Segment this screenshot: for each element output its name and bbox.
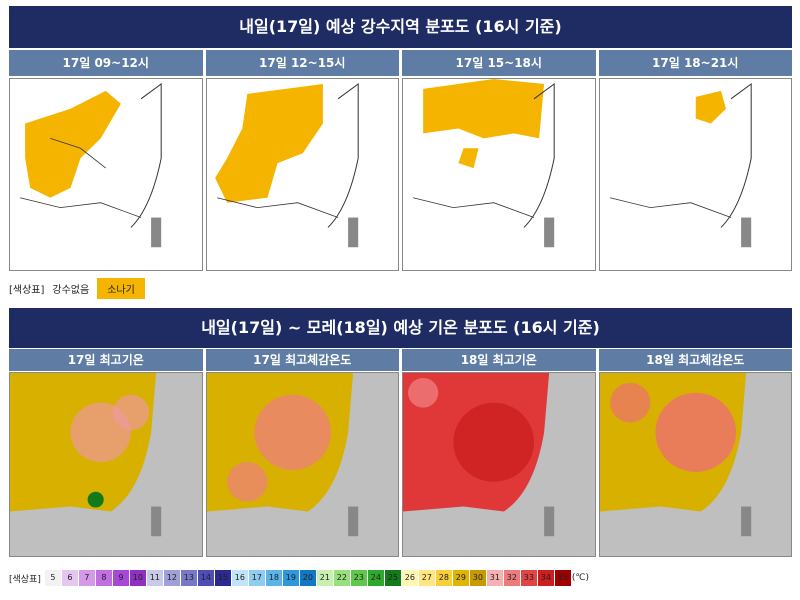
temp-scale-cell: 13 bbox=[180, 570, 197, 586]
panel-title-17-max-temp: 17일 최고기온 bbox=[9, 349, 203, 371]
temp-scale-cell: 8 bbox=[95, 570, 112, 586]
temp-scale-cell: 24 bbox=[367, 570, 384, 586]
temp-scale-cell: 12 bbox=[163, 570, 180, 586]
temp-map-18-max bbox=[402, 372, 596, 557]
rain-map-0912 bbox=[9, 78, 203, 271]
rain-map-1821 bbox=[598, 78, 792, 271]
temp-scale-cell: 33 bbox=[520, 570, 537, 586]
panel-title-17-max-feels: 17일 최고체감온도 bbox=[205, 349, 399, 371]
temperature-map-title: 내일(17일) ~ 모레(18일) 예상 기온 분포도 (16시 기준) bbox=[9, 308, 792, 348]
temp-scale-cell: 11 bbox=[146, 570, 163, 586]
temp-scale-cell: 6 bbox=[61, 570, 78, 586]
rain-legend-label: [색상표] bbox=[9, 284, 45, 296]
temp-scale-cell: 5 bbox=[44, 570, 61, 586]
temp-scale-cell: 9 bbox=[112, 570, 129, 586]
temp-scale-cell: 31 bbox=[486, 570, 503, 586]
temp-scale-cell: 30 bbox=[469, 570, 486, 586]
temperature-color-scale: [색상표] 5 6 7 8 9 10 11 12 13 14 15 16 17 18 19 20 21 22 23 2… bbox=[9, 569, 589, 587]
panel-title-18-max-temp: 18일 최고기온 bbox=[402, 349, 596, 371]
temp-scale-cell: 10 bbox=[129, 570, 146, 586]
temp-scale-cell: 15 bbox=[214, 570, 231, 586]
temp-scale-cell: 22 bbox=[333, 570, 350, 586]
rain-map-title: 내일(17일) 예상 강수지역 분포도 (16시 기준) bbox=[9, 6, 792, 48]
temp-scale-cell: 26 bbox=[401, 570, 418, 586]
temp-scale-cell: 18 bbox=[265, 570, 282, 586]
temp-scale-cell: 27 bbox=[418, 570, 435, 586]
temp-scale-cell: 23 bbox=[350, 570, 367, 586]
temp-scale-cell: 35 bbox=[554, 570, 571, 586]
panel-title-rain-0912: 17일 09~12시 bbox=[9, 50, 203, 76]
legend-shower-swatch: 소나기 bbox=[97, 277, 145, 299]
temp-scale-cell: 29 bbox=[452, 570, 469, 586]
temp-scale-cell: 32 bbox=[503, 570, 520, 586]
temp-legend-label: [색상표] bbox=[9, 574, 41, 585]
temp-scale-cell: 21 bbox=[316, 570, 333, 586]
temp-scale-cell: 19 bbox=[282, 570, 299, 586]
panel-title-rain-1215: 17일 12~15시 bbox=[205, 50, 399, 76]
temp-scale-cell: 14 bbox=[197, 570, 214, 586]
panel-title-18-max-feels: 18일 최고체감온도 bbox=[598, 349, 792, 371]
temp-scale-cell: 16 bbox=[231, 570, 248, 586]
temp-map-17-max bbox=[9, 372, 203, 557]
temp-scale-cell: 25 bbox=[384, 570, 401, 586]
temp-scale-cell: 20 bbox=[299, 570, 316, 586]
temp-scale-cell: 7 bbox=[78, 570, 95, 586]
temp-unit-label: (℃) bbox=[571, 573, 590, 583]
temp-map-17-feels bbox=[205, 372, 399, 557]
rain-map-1518 bbox=[402, 78, 596, 271]
panel-title-rain-1518: 17일 15~18시 bbox=[402, 50, 596, 76]
legend-no-rain: 강수없음 bbox=[52, 284, 90, 296]
rain-map-1215 bbox=[205, 78, 399, 271]
temp-scale-cell: 34 bbox=[537, 570, 554, 586]
temp-scale-cell: 28 bbox=[435, 570, 452, 586]
temp-scale-cell: 17 bbox=[248, 570, 265, 586]
panel-title-rain-1821: 17일 18~21시 bbox=[598, 50, 792, 76]
temp-map-18-feels bbox=[598, 372, 792, 557]
